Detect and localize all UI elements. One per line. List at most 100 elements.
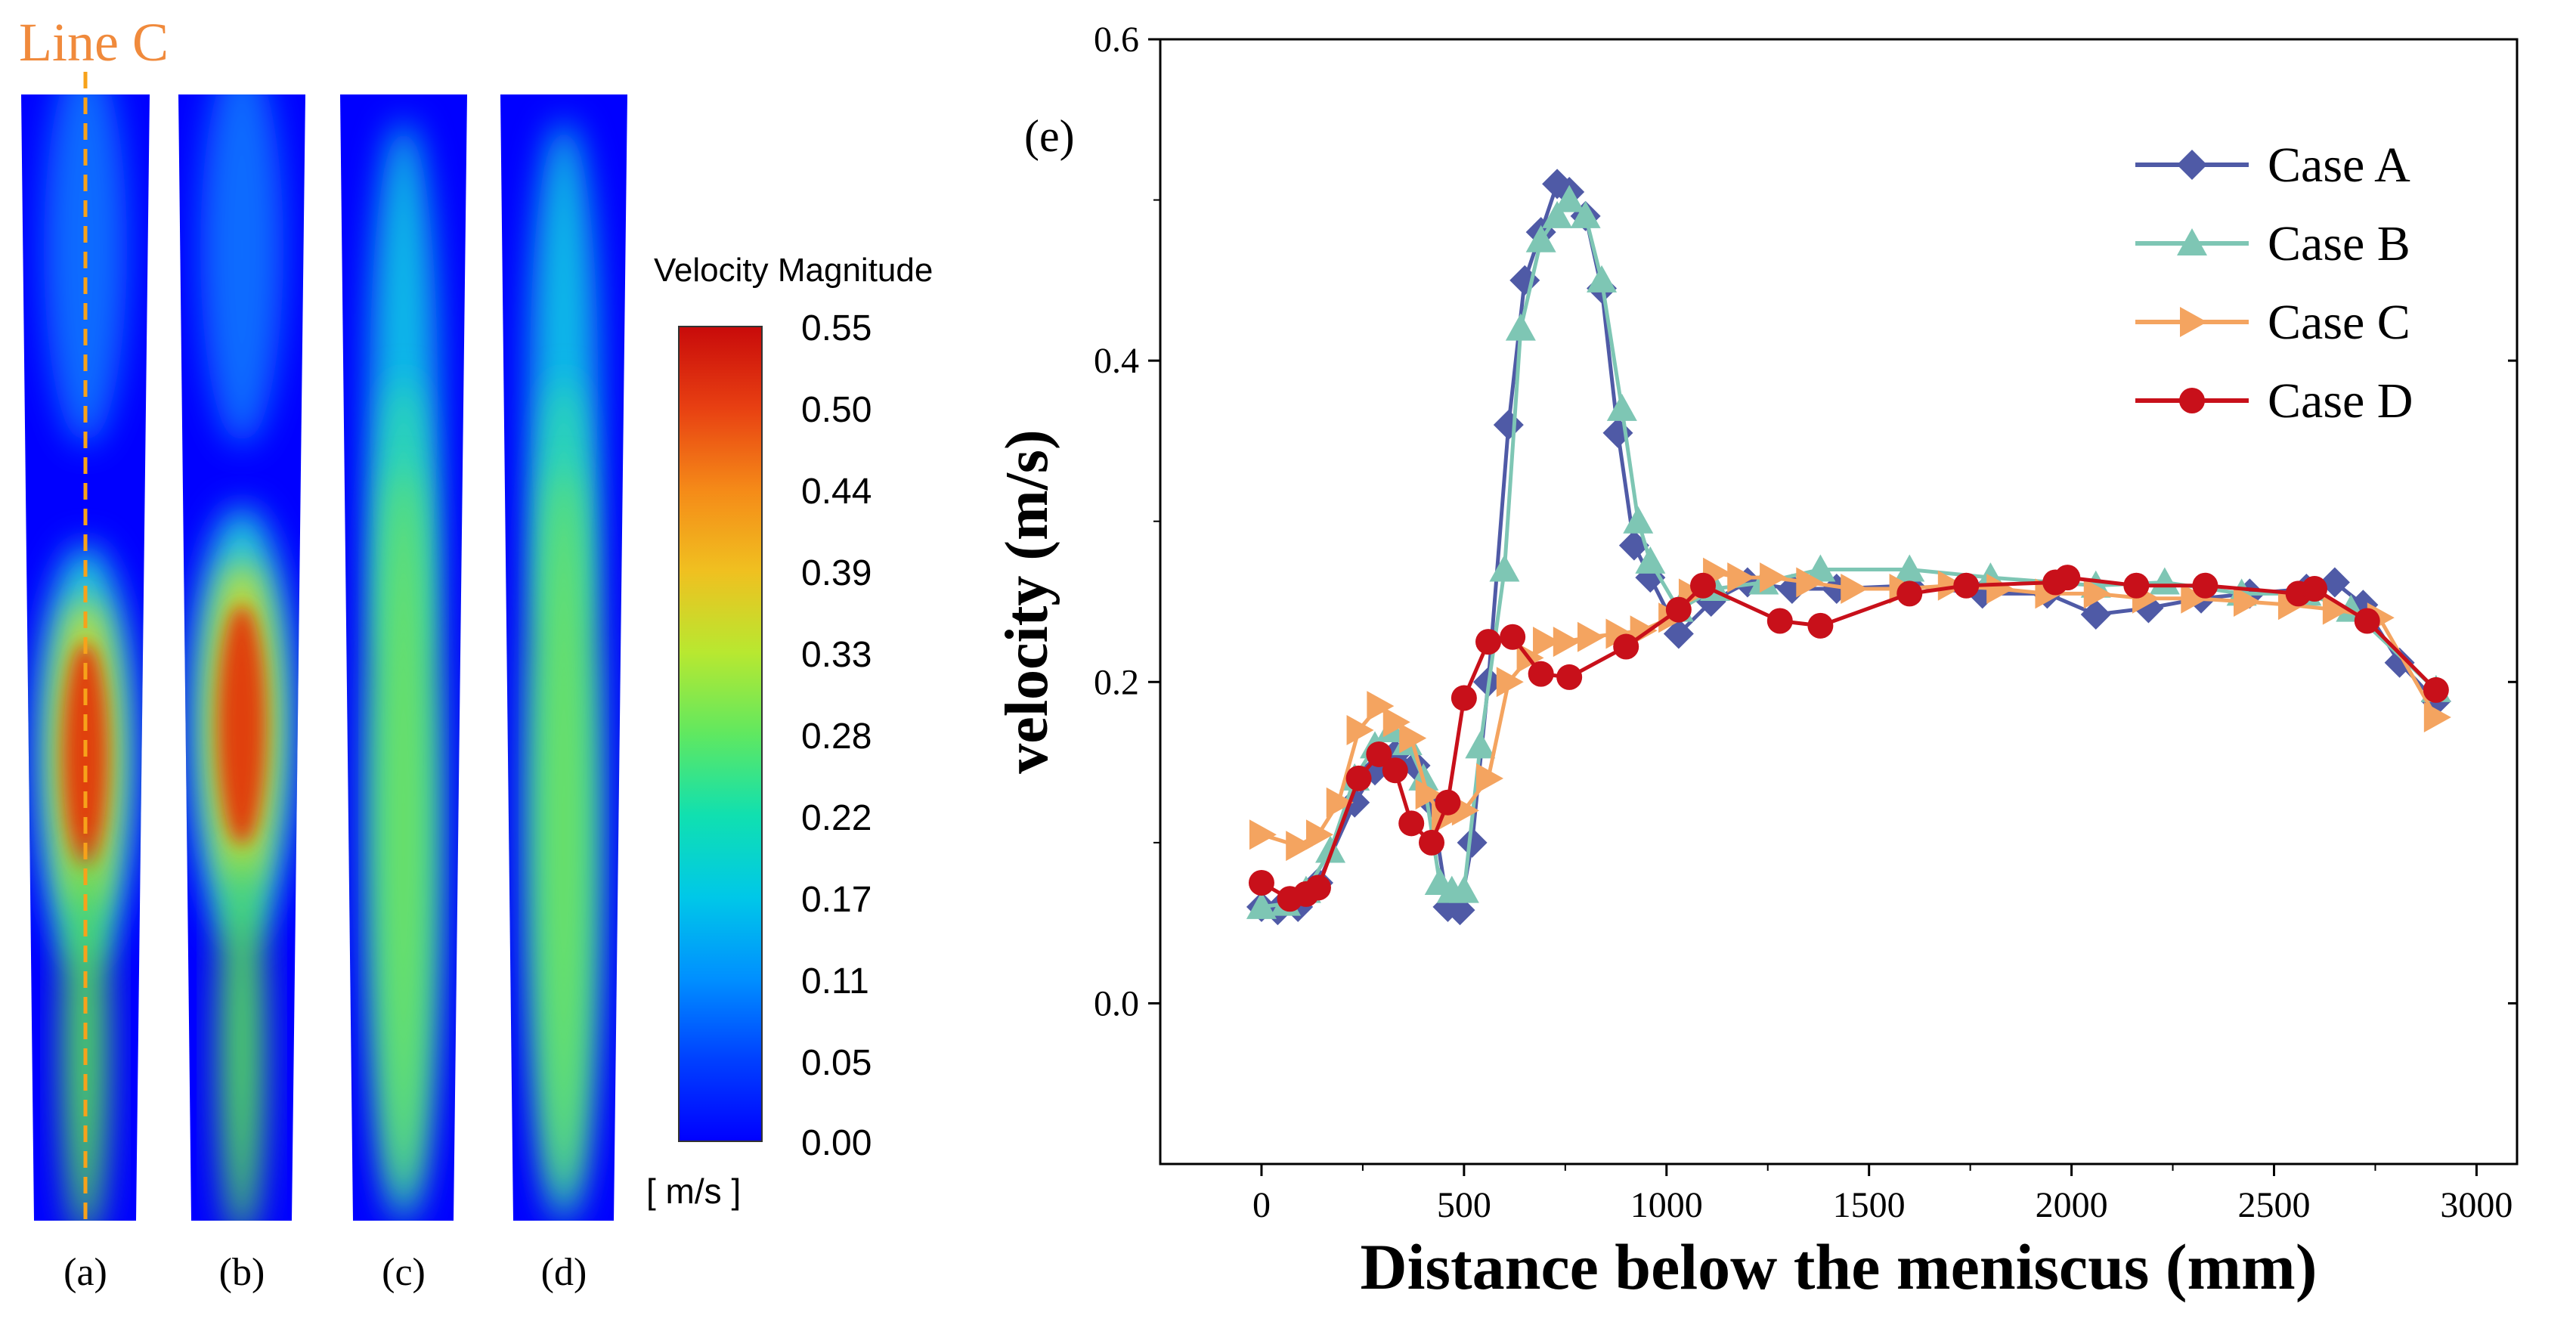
data-point-case-a: [1663, 618, 1694, 649]
panel-label-a: (a): [63, 1251, 107, 1294]
y-tick-label: 0.2: [1094, 662, 1139, 702]
data-point-case-d: [1500, 624, 1526, 650]
data-point-case-d: [1345, 765, 1372, 791]
data-point-case-a: [1493, 410, 1524, 441]
colorbar-tick: 0.05: [801, 1043, 872, 1083]
x-tick-label: 0: [1252, 1185, 1271, 1225]
data-point-case-c: [1605, 618, 1633, 649]
data-point-case-c: [1533, 627, 1561, 658]
data-point-case-b: [1465, 731, 1496, 759]
x-tick-label: 1500: [1833, 1185, 1906, 1225]
data-point-case-b: [1554, 184, 1585, 212]
colorbar-unit: [ m/s ]: [646, 1172, 741, 1211]
data-point-case-c: [1346, 715, 1374, 746]
colorbar: [678, 326, 763, 1142]
data-point-case-c: [1286, 831, 1314, 862]
data-point-case-d: [2192, 572, 2218, 599]
data-point-case-c: [1727, 562, 1755, 593]
data-point-case-d: [1528, 661, 1554, 687]
data-point-case-b: [1489, 554, 1520, 582]
data-point-case-b: [1635, 546, 1666, 574]
data-point-case-c: [1415, 779, 1443, 810]
legend-marker: [2177, 150, 2207, 180]
data-point-case-c: [1496, 667, 1524, 698]
data-point-case-a: [2080, 599, 2111, 630]
data-point-case-d: [1613, 633, 1639, 660]
data-point-case-b: [1606, 393, 1637, 421]
colorbar-tick: 0.11: [801, 961, 869, 1001]
data-point-case-b: [1542, 200, 1573, 228]
data-point-case-c: [1577, 621, 1605, 652]
colorbar-ticks: 0.55 0.50 0.44 0.39 0.33 0.28 0.22 0.17 …: [801, 308, 872, 1163]
data-point-case-a: [1542, 169, 1573, 200]
data-point-case-d: [1435, 789, 1461, 816]
data-point-case-c: [1553, 627, 1581, 658]
data-point-case-d: [1953, 572, 1980, 599]
data-point-case-c: [2083, 578, 2111, 609]
data-point-case-b: [1246, 891, 1277, 919]
data-point-case-b: [1805, 554, 1836, 582]
legend-label: Case A: [2268, 138, 2410, 193]
x-tick-label: 2000: [2036, 1185, 2108, 1225]
data-point-case-d: [2423, 676, 2449, 703]
data-point-case-d: [1665, 596, 1692, 623]
series-line-case-a: [1261, 181, 2438, 912]
x-tick-label: 1000: [1630, 1185, 1703, 1225]
data-point-case-d: [1556, 664, 1583, 690]
data-point-case-c: [1841, 573, 1869, 604]
data-point-case-c: [1367, 691, 1395, 722]
series-case-d: [1248, 565, 2449, 912]
colorbar-tick: 0.00: [801, 1123, 872, 1163]
data-point-case-b: [1894, 554, 1925, 582]
legend-marker: [2179, 388, 2205, 413]
data-point-case-d: [1766, 608, 1793, 634]
data-point-case-c: [2423, 702, 2451, 733]
data-point-case-c: [1937, 570, 1965, 601]
data-point-case-c: [1249, 819, 1277, 850]
data-point-case-d: [1451, 685, 1477, 711]
colorbar-tick: 0.50: [801, 390, 872, 430]
colorbar-tick: 0.33: [801, 635, 872, 675]
x-tick-label: 2500: [2238, 1185, 2311, 1225]
panel-label-b: (b): [219, 1251, 265, 1294]
data-point-case-d: [1382, 757, 1408, 784]
contour-case-c: [340, 94, 467, 1221]
data-point-case-c: [1796, 567, 1824, 598]
y-tick-label: 0.4: [1094, 341, 1139, 381]
colorbar-tick: 0.28: [801, 717, 872, 757]
data-point-case-b: [1315, 835, 1346, 863]
data-point-case-d: [1419, 829, 1444, 856]
x-axis-label: Distance below the meniscus (mm): [1361, 1230, 2317, 1303]
panel-label-e: (e): [1024, 111, 1075, 161]
legend-marker: [2177, 228, 2207, 255]
colorbar-tick: 0.22: [801, 798, 872, 838]
data-point-case-b: [1448, 875, 1479, 903]
data-point-case-d: [2302, 575, 2328, 602]
data-point-case-c: [2322, 594, 2350, 625]
plot-frame: [1159, 38, 2519, 1165]
data-point-case-c: [1326, 787, 1354, 818]
legend-marker: [2180, 307, 2207, 337]
data-point-case-c: [1399, 723, 1427, 754]
line-c-label: Line C: [19, 12, 169, 73]
legend-label: Case D: [2268, 373, 2413, 429]
y-tick-label: 0.6: [1094, 20, 1139, 60]
data-point-case-a: [1457, 827, 1488, 858]
data-point-case-c: [2035, 578, 2063, 609]
colorbar-title: Velocity Magnitude: [654, 252, 933, 289]
data-point-case-b: [1587, 265, 1618, 293]
data-point-case-d: [2354, 608, 2380, 634]
data-point-case-d: [1398, 810, 1425, 837]
y-tick-label: 0.0: [1094, 983, 1139, 1023]
panel-label-d: (d): [541, 1251, 587, 1294]
x-tick-label: 3000: [2440, 1185, 2513, 1225]
data-point-case-b: [1570, 200, 1601, 228]
colorbar-tick: 0.39: [801, 553, 872, 593]
data-point-case-c: [2277, 590, 2305, 621]
data-point-case-b: [1505, 313, 1536, 341]
panel-label-c: (c): [382, 1251, 426, 1294]
data-point-case-d: [1807, 612, 1834, 639]
data-point-case-b: [2149, 567, 2180, 595]
data-point-case-d: [2123, 572, 2150, 599]
